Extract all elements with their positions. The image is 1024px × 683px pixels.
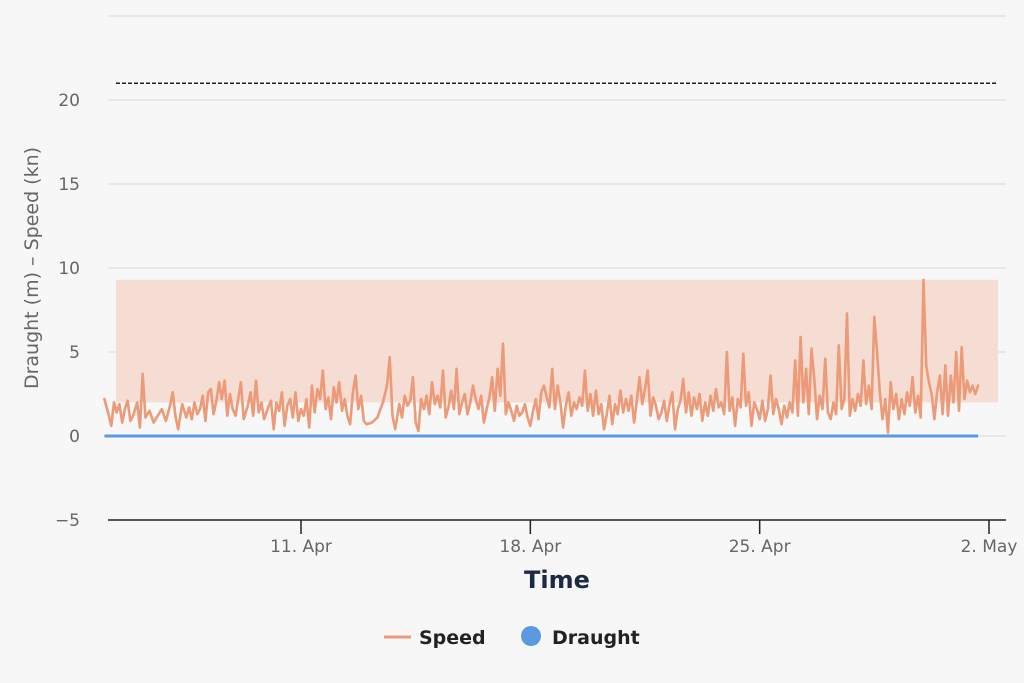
- y-tick-label: 15: [58, 175, 80, 195]
- legend: Speed Draught: [384, 626, 640, 649]
- speed-legend-label: Speed: [419, 627, 486, 649]
- y-tick-label: 0: [69, 427, 80, 447]
- x-axis-ticks: 11. Apr 18. Apr 25. Apr 2. May: [270, 520, 1017, 557]
- y-tick-label: 10: [58, 259, 80, 279]
- x-tick-label: 25. Apr: [729, 537, 791, 557]
- x-tick-label: 11. Apr: [270, 537, 332, 557]
- legend-item-draught[interactable]: Draught: [521, 626, 640, 649]
- draught-legend-symbol: [521, 626, 541, 646]
- speed-range-band: [116, 279, 998, 403]
- speed-series-line[interactable]: [103, 278, 980, 434]
- y-axis-tick-labels: −5 0 5 10 15 20: [55, 91, 80, 531]
- legend-item-speed[interactable]: Speed: [384, 627, 486, 649]
- y-tick-label: 20: [58, 91, 80, 111]
- draught-legend-label: Draught: [552, 627, 640, 649]
- x-axis-title: Time: [524, 566, 590, 594]
- y-axis-title: Draught (m) – Speed (kn): [21, 147, 43, 389]
- y-tick-label: 5: [69, 343, 80, 363]
- x-tick-label: 2. May: [961, 537, 1018, 557]
- y-tick-label: −5: [55, 511, 80, 531]
- x-tick-label: 18. Apr: [499, 537, 561, 557]
